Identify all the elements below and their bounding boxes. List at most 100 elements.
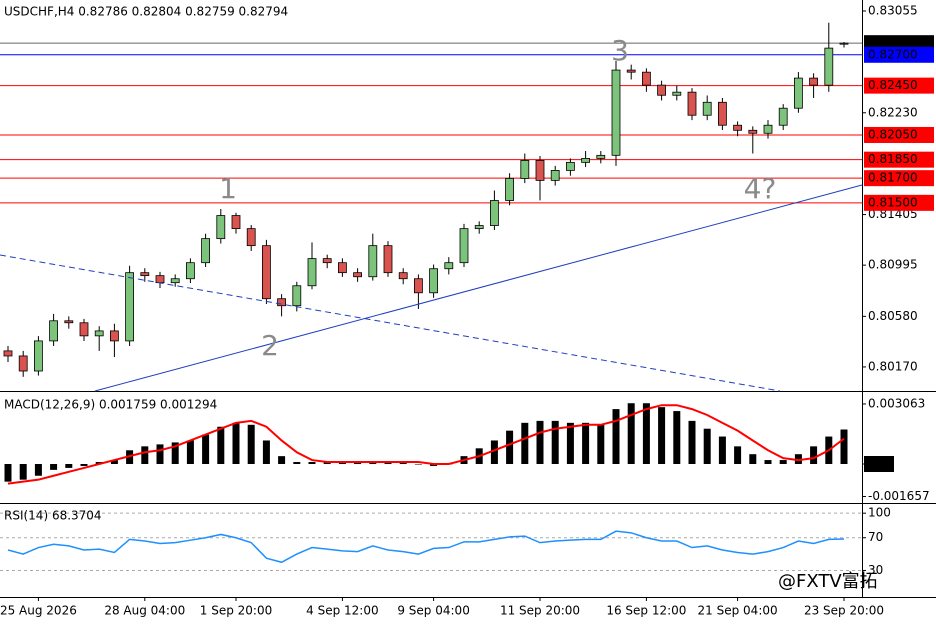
candle-body [185, 262, 195, 280]
candle-body [216, 215, 226, 240]
y-tick-label: 0.80995 [868, 258, 918, 272]
y-tick-label: 0.80170 [868, 359, 918, 373]
histogram-bar [278, 456, 286, 464]
wave-label: 3 [611, 34, 629, 67]
candle-body [520, 159, 530, 179]
candle-body [687, 91, 697, 116]
frame [0, 0, 936, 598]
histogram-bar [810, 446, 818, 464]
histogram-bar [658, 407, 666, 464]
x-tick-label: 25 Aug 2026 [0, 604, 77, 618]
candle-body [337, 262, 347, 274]
histogram-bar [156, 444, 164, 464]
watermark: @FXTV富拓 [778, 571, 878, 592]
candle-body [672, 91, 682, 96]
candle-body [201, 238, 211, 264]
level-label-bg [864, 46, 934, 63]
candle-body [657, 84, 666, 96]
candle-body [429, 268, 439, 294]
y-tick-label: 100 [868, 506, 891, 520]
x-tick-label: 11 Sep 20:00 [500, 604, 580, 618]
histogram-bar [490, 440, 498, 464]
level-label: 0.81700 [868, 171, 918, 185]
y-tick-label: 70 [868, 530, 883, 544]
candle-body [581, 158, 590, 163]
candle-body [277, 298, 287, 307]
candle-body [155, 275, 165, 284]
histogram-bar [764, 460, 772, 464]
level-label: 0.82450 [868, 78, 918, 92]
candle-body [231, 215, 241, 230]
x-tick-label: 4 Sep 12:00 [306, 604, 378, 618]
wave-label: 1 [219, 172, 237, 205]
histogram-bar [627, 403, 635, 464]
histogram-bar [247, 424, 255, 464]
candle-body [489, 200, 499, 226]
candle-body [322, 258, 332, 264]
y-tick-label: -0.001657 [868, 489, 930, 503]
candle-body [444, 262, 454, 270]
histogram-bar [566, 422, 574, 464]
panel-title: USDCHF,H4 0.82786 0.82804 0.82759 0.8279… [4, 5, 288, 19]
histogram-bar [749, 454, 757, 464]
y-tick-label: 0.80580 [868, 309, 918, 323]
candle-body [413, 278, 423, 294]
histogram-bar [779, 460, 787, 464]
tick-label-bg [864, 455, 894, 472]
level-label: 0.82700 [868, 47, 918, 61]
level-label-bg [864, 170, 934, 187]
histogram-bar [186, 440, 194, 464]
level-label-bg [864, 77, 934, 94]
candle-body [611, 69, 621, 156]
y-tick-label: 0.00 [868, 456, 895, 470]
histogram-bar [551, 420, 559, 464]
histogram-bar [202, 434, 210, 464]
histogram-bar [171, 442, 179, 464]
histogram-bar [718, 436, 726, 464]
histogram-bar [217, 426, 225, 464]
panel-title: MACD(12,26,9) 0.001759 0.001294 [4, 398, 217, 412]
histogram-bar [536, 420, 544, 464]
histogram-bar [80, 463, 88, 466]
histogram-bar [232, 422, 240, 464]
level-label: 0.82050 [868, 127, 918, 141]
candle-body [292, 285, 302, 307]
candle-body [535, 159, 545, 181]
histogram-bar [688, 420, 696, 464]
candle-body [733, 124, 742, 131]
x-tick-label: 23 Sep 20:00 [804, 604, 884, 618]
panel-title: RSI(14) 68.3704 [4, 509, 102, 523]
y-tick-label: 0.003063 [868, 396, 925, 410]
candle-body [383, 245, 393, 274]
candle-body [246, 228, 256, 247]
candle-body [34, 340, 43, 372]
y-tick-label: 0.82230 [868, 105, 918, 119]
layers: 0.830550.822300.814050.809950.805800.801… [0, 3, 934, 618]
wave-label: 2 [261, 329, 279, 362]
candle-body [398, 272, 408, 280]
candle-body [642, 71, 651, 86]
candle-body [3, 350, 13, 357]
histogram-bar [19, 463, 27, 480]
y-tick-label: 30 [868, 563, 883, 577]
candle-body [110, 330, 119, 342]
level-label-bg [864, 126, 934, 143]
level-label: 0.81500 [868, 195, 918, 209]
histogram-bar [65, 463, 73, 468]
histogram-bar [703, 428, 711, 464]
histogram-bar [34, 463, 42, 476]
level-label: 0.82794 [868, 36, 918, 50]
candle-body [550, 169, 560, 181]
candle-body [368, 245, 378, 278]
candle-body [626, 69, 636, 73]
signal-line [7, 404, 845, 485]
candle-body [261, 245, 271, 300]
trend-line [94, 184, 863, 392]
wave-label: 4? [744, 172, 777, 205]
histogram-bar [110, 460, 118, 464]
histogram-bar [308, 462, 316, 464]
histogram-bar [840, 429, 848, 464]
histogram-bar [293, 462, 301, 464]
